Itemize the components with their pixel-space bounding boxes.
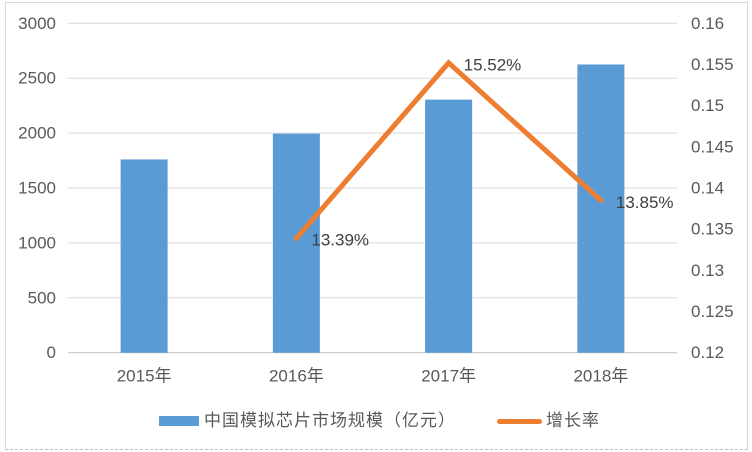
y-left-tick-label: 3000	[18, 14, 56, 33]
y-right-tick-label: 0.12	[691, 343, 724, 362]
y-left-tick-label: 2500	[18, 69, 56, 88]
bar-2018年	[577, 64, 625, 353]
legend-bar-label: 中国模拟芯片市场规模（亿元）	[204, 411, 456, 430]
y-right-tick-label: 0.135	[691, 220, 734, 239]
data-label: 15.52%	[464, 55, 522, 74]
legend-line-label: 增长率	[546, 411, 600, 430]
y-left-tick-label: 500	[28, 288, 56, 307]
x-tick-label: 2017年	[421, 367, 476, 386]
y-left-tick-label: 1500	[18, 179, 56, 198]
y-right-tick-label: 0.155	[691, 55, 734, 74]
data-label: 13.39%	[311, 231, 369, 250]
x-tick-label: 2015年	[117, 367, 172, 386]
legend-bar-swatch	[159, 416, 199, 426]
growth-line	[293, 59, 604, 241]
y-left-tick-label: 2000	[18, 124, 56, 143]
x-tick-label: 2018年	[573, 367, 628, 386]
y-left-tick-label: 0	[47, 343, 56, 362]
y-right-tick-label: 0.14	[691, 179, 724, 198]
bar-2017年	[425, 99, 473, 353]
legend-line-swatch	[497, 419, 542, 424]
y-left-tick-label: 1000	[18, 233, 56, 252]
y-right-tick-label: 0.145	[691, 137, 734, 156]
bar-2016年	[272, 133, 320, 353]
y-right-tick-label: 0.15	[691, 96, 724, 115]
data-label: 13.85%	[616, 193, 674, 212]
x-tick-label: 2016年	[269, 367, 324, 386]
y-right-tick-label: 0.13	[691, 261, 724, 280]
y-right-tick-label: 0.16	[691, 14, 724, 33]
y-right-tick-label: 0.125	[691, 302, 734, 321]
bar-2015年	[120, 159, 168, 353]
